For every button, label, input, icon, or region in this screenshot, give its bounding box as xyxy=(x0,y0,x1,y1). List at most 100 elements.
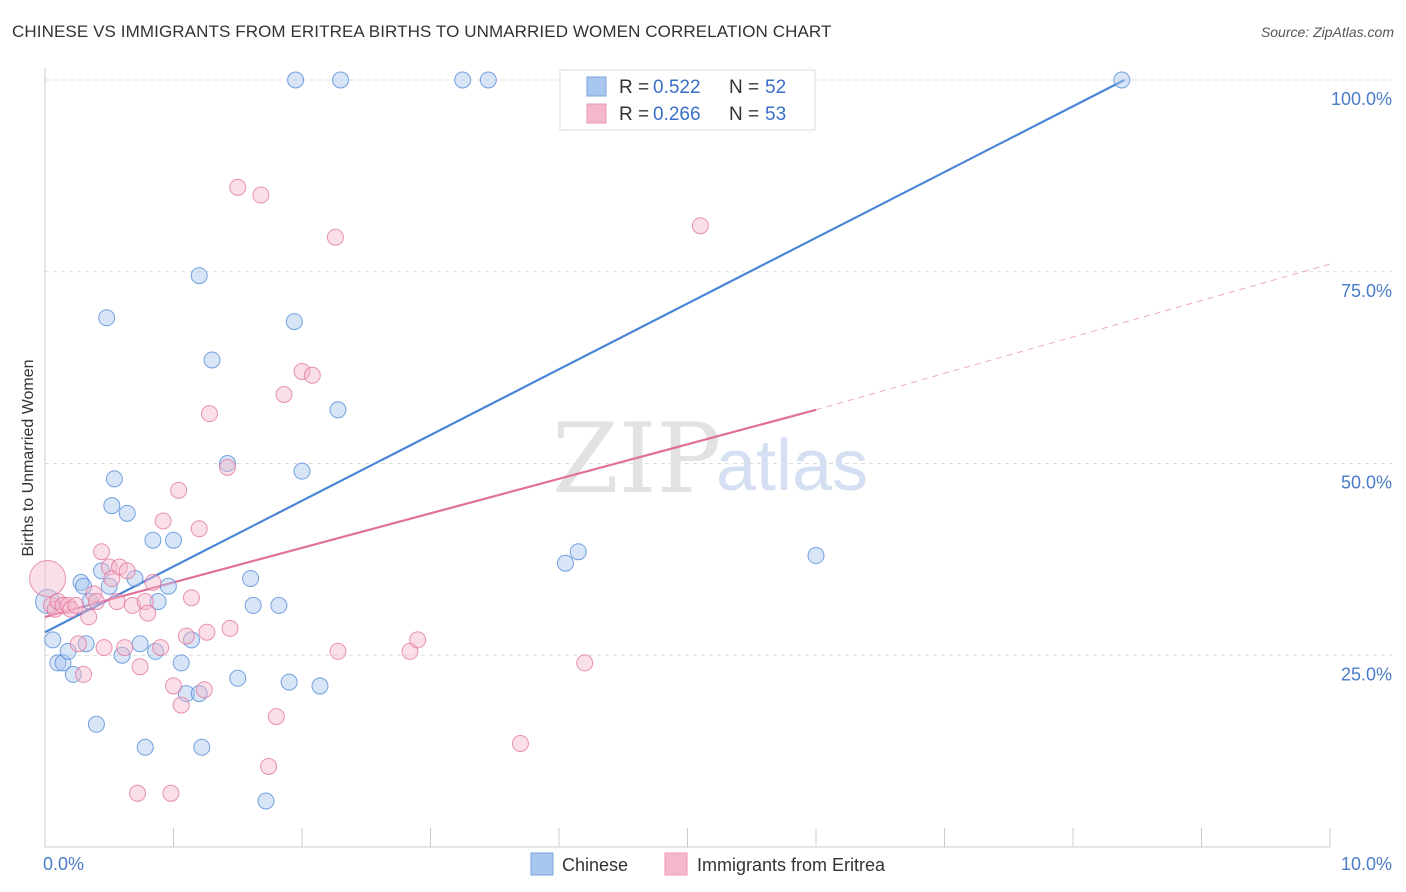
legend-r-label-eritrea: R = xyxy=(619,104,649,125)
chinese-point xyxy=(454,71,472,89)
eritrea-point xyxy=(154,512,172,530)
watermark-atlas: atlas xyxy=(716,426,868,506)
eritrea-point xyxy=(123,596,141,614)
x-tick-label-1: 10.0% xyxy=(1341,854,1392,874)
data-points xyxy=(29,71,1131,810)
chinese-point xyxy=(98,309,116,327)
chinese-point xyxy=(87,715,105,733)
chart-title: CHINESE VS IMMIGRANTS FROM ERITREA BIRTH… xyxy=(12,22,832,41)
chinese-point xyxy=(172,654,190,672)
chinese-point xyxy=(131,635,149,653)
y-tick-label-1: 50.0% xyxy=(1341,473,1392,493)
chinese-point xyxy=(218,455,236,472)
chinese-point xyxy=(257,792,275,810)
chinese-point xyxy=(193,738,211,756)
watermark: ZIP atlas xyxy=(552,403,868,515)
legend-n-label-chinese: N = xyxy=(729,77,759,98)
tick-labels: 25.0% 50.0% 75.0% 100.0% 0.0% 10.0% xyxy=(43,89,1392,874)
y-axis-label: Births to Unmarried Women xyxy=(20,359,37,556)
chinese-point xyxy=(242,570,260,588)
eritrea-point xyxy=(229,178,247,196)
y-tick-label-2: 75.0% xyxy=(1341,281,1392,301)
legend-swatch-chinese xyxy=(586,76,607,97)
correlation-legend: R = 0.522 N = 52 R = 0.266 N = 53 xyxy=(559,69,816,131)
eritrea-point xyxy=(195,681,213,699)
eritrea-point xyxy=(170,481,188,499)
chinese-point xyxy=(329,401,347,419)
chinese-point xyxy=(1113,71,1131,89)
chinese-point xyxy=(807,547,825,565)
chinese-point xyxy=(479,71,497,89)
eritrea-point xyxy=(152,639,170,657)
eritrea-point xyxy=(511,734,529,752)
chinese-point xyxy=(149,593,167,611)
chinese-point xyxy=(64,665,82,683)
series-legend: Chinese Immigrants from Eritrea xyxy=(530,852,886,876)
eritrea-point xyxy=(131,658,149,676)
series-legend-label-chinese: Chinese xyxy=(562,855,628,875)
eritrea-point xyxy=(267,708,285,726)
chinese-point xyxy=(44,631,62,649)
chinese-point xyxy=(293,462,311,480)
chinese-point xyxy=(81,593,99,611)
series-legend-label-eritrea: Immigrants from Eritrea xyxy=(697,855,886,875)
chinese-point xyxy=(280,673,298,691)
eritrea-point xyxy=(409,631,427,649)
legend-swatch-eritrea xyxy=(586,103,607,124)
eritrea-point xyxy=(275,385,293,403)
chinese-point xyxy=(144,531,162,549)
eritrea-point xyxy=(111,558,129,576)
chinese-point xyxy=(159,577,177,595)
eritrea-point xyxy=(576,654,594,672)
eritrea-point xyxy=(252,186,270,204)
eritrea-point xyxy=(200,405,218,423)
series-legend-swatch-chinese xyxy=(530,852,554,876)
chinese-point xyxy=(203,351,221,369)
legend-r-value-chinese: 0.522 xyxy=(653,77,701,98)
chinese-point xyxy=(49,654,67,672)
eritrea-point xyxy=(118,562,136,580)
eritrea-point xyxy=(87,593,105,611)
legend-n-label-eritrea: N = xyxy=(729,104,759,125)
legend-n-value-chinese: 52 xyxy=(765,77,786,98)
axes xyxy=(44,68,1331,848)
eritrea-point xyxy=(329,642,347,660)
eritrea-point xyxy=(108,593,126,611)
eritrea-point xyxy=(221,619,239,637)
eritrea-point xyxy=(69,635,87,653)
chinese-point xyxy=(569,543,587,561)
chinese-point xyxy=(105,470,123,488)
eritrea-point xyxy=(144,573,162,591)
eritrea-point xyxy=(54,596,72,614)
legend-r-label-chinese: R = xyxy=(619,77,649,98)
chinese-point xyxy=(229,669,247,687)
eritrea-point xyxy=(162,784,180,802)
y-tick-label-0: 25.0% xyxy=(1341,664,1392,684)
legend-n-value-eritrea: 53 xyxy=(765,104,786,125)
eritrea-point xyxy=(198,623,216,641)
eritrea-point xyxy=(190,520,208,538)
gridlines xyxy=(45,79,1392,656)
chinese-point xyxy=(118,504,136,522)
chinese-point xyxy=(244,596,262,614)
eritrea-point xyxy=(182,589,200,607)
eritrea-point xyxy=(303,366,321,384)
chinese-point xyxy=(136,738,154,756)
eritrea-point xyxy=(218,458,236,476)
chinese-point xyxy=(270,596,288,614)
chinese-point xyxy=(285,313,303,331)
chinese-point xyxy=(332,71,350,89)
eritrea-point xyxy=(139,604,157,622)
chinese-point xyxy=(103,497,121,515)
chinese-trendline xyxy=(44,79,1125,634)
chinese-point xyxy=(556,554,574,572)
eritrea-point xyxy=(326,228,344,246)
chinese-point xyxy=(190,267,208,285)
eritrea-point xyxy=(95,639,113,657)
eritrea-point xyxy=(80,608,98,626)
series-legend-swatch-eritrea xyxy=(664,852,688,876)
eritrea-point xyxy=(293,362,311,380)
eritrea-point xyxy=(165,677,182,695)
chinese-point xyxy=(287,71,305,89)
